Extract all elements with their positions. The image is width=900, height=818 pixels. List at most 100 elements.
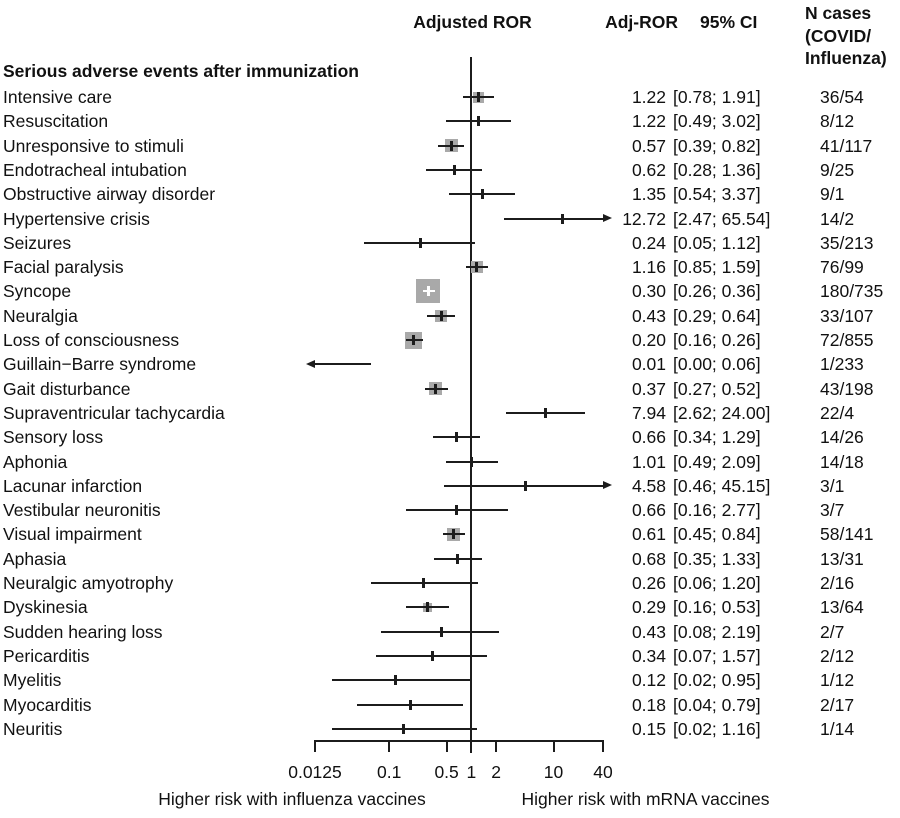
ci-value: [0.39; 0.82] [673, 135, 761, 156]
ci-value: [0.35; 1.33] [673, 548, 761, 569]
row-label: Resuscitation [3, 111, 109, 132]
point-estimate-marker [452, 164, 456, 175]
ci-value: [0.49; 3.02] [673, 111, 761, 132]
row-label: Pericarditis [3, 645, 90, 666]
ci-line [443, 484, 603, 487]
point-estimate-marker [402, 723, 406, 734]
row-label: Facial paralysis [3, 257, 124, 278]
point-estimate-marker [452, 529, 456, 540]
n-cases-value: 58/141 [820, 524, 874, 545]
row-label: Loss of consciousness [3, 330, 180, 350]
row-label: Neuralgic amyotrophy [3, 573, 174, 593]
ci-value: [0.26; 0.36] [673, 281, 761, 302]
point-estimate-marker [560, 213, 564, 224]
row-label: Syncope [3, 281, 72, 302]
ci-value: [0.45; 0.84] [673, 524, 761, 545]
n-cases-value: 2/7 [820, 621, 845, 642]
x-axis-tick-label: 2 [491, 762, 501, 782]
adj-ror-value: 0.26 [631, 573, 666, 593]
ci-value: [0.04; 0.79] [673, 694, 761, 715]
ci-value: [0.78; 1.91] [673, 87, 761, 107]
axis-note-left: Higher risk with influenza vaccines [158, 789, 426, 809]
ci-value: [0.34; 1.29] [673, 427, 761, 448]
x-axis-tick-label: 0.5 [434, 762, 459, 782]
point-estimate-marker [455, 505, 459, 516]
row-label: Gait disturbance [3, 378, 131, 399]
x-axis-tick-label: 1 [466, 762, 477, 782]
adj-ror-value: 0.18 [631, 694, 666, 715]
row-label: Aphasia [3, 548, 67, 569]
row-label: Seizures [3, 232, 72, 253]
adj-ror-value: 1.16 [631, 257, 666, 278]
adj-ror-value: 0.01 [631, 354, 666, 375]
adj-ror-value: 0.61 [631, 524, 666, 545]
row-label: Sudden hearing loss [3, 621, 163, 642]
point-estimate-marker [449, 140, 453, 151]
n-cases-value: 14/18 [820, 451, 864, 472]
section-title: Serious adverse events after immunizatio… [3, 61, 359, 81]
column-header-adj-ror: Adj-ROR [605, 12, 678, 32]
n-cases-value: 1/12 [820, 670, 855, 691]
x-axis-tick [495, 740, 498, 752]
row-label: Aphonia [3, 451, 68, 472]
n-cases-value: 180/735 [820, 281, 884, 302]
ci-arrow-right [603, 214, 612, 222]
adj-ror-value: 0.37 [631, 378, 666, 399]
row-label: Hypertensive crisis [3, 208, 150, 229]
ci-value: [0.07; 1.57] [673, 645, 761, 666]
ci-value: [0.49; 2.09] [673, 451, 761, 472]
n-cases-value: 36/54 [820, 87, 864, 107]
n-cases-value: 9/25 [820, 159, 855, 180]
adj-ror-value: 0.66 [631, 427, 666, 448]
x-axis-tick-label: 40 [593, 762, 613, 782]
ci-value: [2.62; 24.00] [673, 402, 771, 423]
ci-value: [0.16; 0.26] [673, 330, 761, 350]
x-axis-tick-label: 10 [543, 762, 564, 782]
n-cases-value: 2/16 [820, 573, 855, 593]
ci-value: [0.46; 45.15] [673, 475, 771, 496]
row-label: Neuritis [3, 718, 63, 739]
row-label: Supraventricular tachycardia [3, 402, 225, 423]
n-cases-header-line-2: (COVID/ [805, 25, 872, 46]
point-estimate-marker [480, 189, 484, 200]
column-header-adjusted-ror: Adjusted ROR [413, 12, 532, 32]
point-estimate-marker [426, 286, 430, 297]
adj-ror-value: 1.01 [631, 451, 666, 472]
point-estimate-marker [455, 432, 459, 443]
point-estimate-marker [421, 578, 425, 588]
ci-value: [0.02; 1.16] [673, 718, 761, 739]
ci-value: [0.54; 3.37] [673, 184, 761, 205]
ci-line [315, 363, 371, 366]
row-label: Dyskinesia [3, 597, 88, 618]
point-estimate-marker [456, 553, 460, 564]
row-label: Vestibular neuronitis [3, 500, 161, 521]
point-estimate-marker [439, 310, 443, 321]
axis-note-right: Higher risk with mRNA vaccines [521, 789, 770, 809]
adj-ror-value: 0.29 [631, 597, 666, 618]
ci-value: [0.16; 2.77] [673, 500, 761, 521]
x-axis-tick [388, 740, 391, 752]
adj-ror-value: 0.15 [631, 718, 666, 739]
n-cases-value: 9/1 [820, 184, 845, 205]
adj-ror-value: 0.24 [631, 232, 666, 253]
row-label: Guillain−Barre syndrome [3, 354, 197, 375]
point-estimate-marker [394, 675, 398, 686]
column-header-n-cases: N cases (COVID/ Influenza) [805, 2, 887, 70]
ci-value: [0.85; 1.59] [673, 257, 761, 278]
adj-ror-value: 1.35 [631, 184, 666, 205]
row-label: Intensive care [3, 87, 112, 107]
point-estimate-marker [408, 699, 412, 710]
ci-value: [0.00; 0.06] [673, 354, 761, 375]
ci-value: [0.05; 1.12] [673, 232, 761, 253]
row-label: Visual impairment [3, 524, 142, 545]
n-cases-value: 14/26 [820, 427, 864, 448]
reference-line [470, 57, 473, 753]
point-estimate-marker [412, 335, 416, 345]
adj-ror-value: 4.58 [631, 475, 666, 496]
ci-value: [0.08; 2.19] [673, 621, 761, 642]
point-estimate-marker [418, 237, 422, 248]
point-estimate-marker [476, 92, 480, 102]
ci-arrow-right [603, 481, 612, 490]
point-estimate-marker [434, 383, 438, 394]
point-estimate-marker [543, 407, 547, 418]
